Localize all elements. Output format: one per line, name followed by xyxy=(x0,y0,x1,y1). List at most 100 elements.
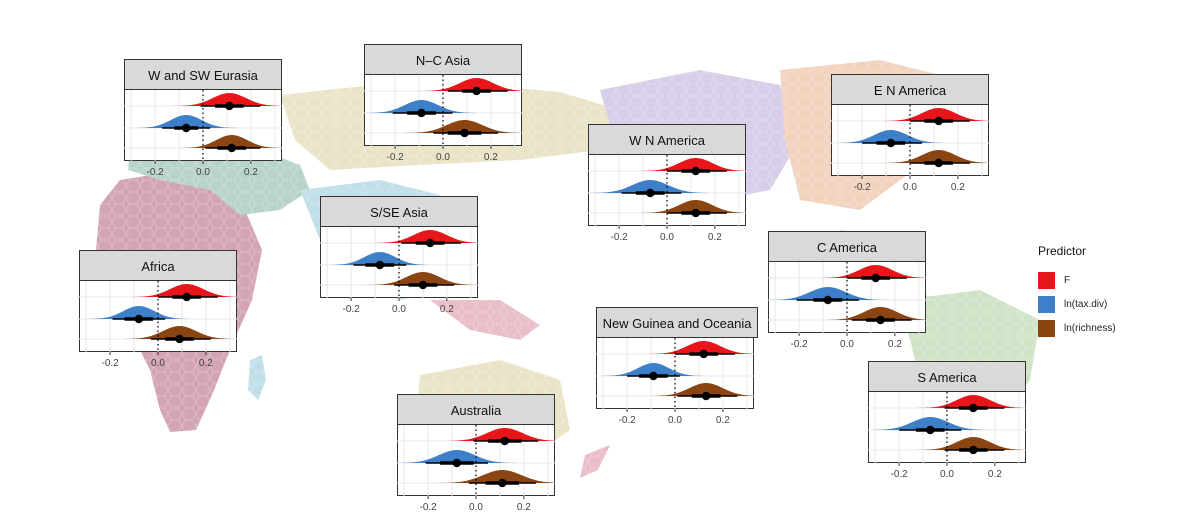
point-f xyxy=(934,116,943,126)
legend-title: Predictor xyxy=(1038,244,1087,258)
panel-title: N–C Asia xyxy=(364,44,522,75)
density-ln-tax-div xyxy=(596,363,754,376)
panel-title: New Guinea and Oceania xyxy=(596,307,758,338)
point-ln-richness xyxy=(969,445,978,455)
panel-title: Australia xyxy=(397,394,555,425)
x-tick-label: 0.2 xyxy=(708,232,722,243)
density-plot: -0.2 0.0 0.2 xyxy=(320,227,478,315)
density-ln-richness xyxy=(397,470,555,483)
density-f xyxy=(588,158,746,171)
x-tick-label: 0.0 xyxy=(940,469,954,480)
density-f xyxy=(831,108,989,121)
density-ln-richness xyxy=(831,150,989,163)
density-plot: -0.2 0.0 0.2 xyxy=(364,75,522,163)
x-tick-label: 0.2 xyxy=(199,358,213,369)
x-tick-label: -0.2 xyxy=(420,502,438,513)
legend-item-f: F xyxy=(1038,268,1116,292)
point-f xyxy=(871,273,880,283)
density-ln-richness xyxy=(768,307,926,320)
x-tick-label: -0.2 xyxy=(619,415,637,426)
point-ln-tax-div xyxy=(886,138,896,148)
x-tick-label: -0.2 xyxy=(891,469,909,480)
x-tick-label: -0.2 xyxy=(147,167,165,178)
point-f xyxy=(699,349,708,359)
point-ln-richness xyxy=(175,334,184,344)
point-ln-richness xyxy=(498,478,507,488)
point-ln-tax-div xyxy=(649,371,658,381)
x-tick-label: 0.0 xyxy=(903,182,917,193)
x-tick-label: 0.2 xyxy=(951,182,965,193)
density-ln-tax-div xyxy=(79,306,237,319)
x-tick-label: 0.2 xyxy=(716,415,730,426)
point-ln-richness xyxy=(691,208,700,218)
density-ln-tax-div xyxy=(364,100,522,113)
density-f xyxy=(320,230,478,243)
x-tick-label: -0.2 xyxy=(854,182,872,193)
panel-title: W and SW Eurasia xyxy=(124,59,282,90)
point-f xyxy=(182,292,191,302)
density-f xyxy=(596,341,754,354)
density-plot: -0.2 0.0 0.2 xyxy=(588,155,746,243)
legend-label-tax-div: ln(tax.div) xyxy=(1064,298,1108,310)
x-tick-label: 0.0 xyxy=(840,339,854,350)
density-f xyxy=(79,284,237,297)
point-ln-richness xyxy=(934,158,943,168)
point-ln-richness xyxy=(701,391,711,401)
point-ln-richness xyxy=(418,280,428,290)
density-plot: -0.2 0.0 0.2 xyxy=(79,281,237,369)
x-tick-label: 0.0 xyxy=(392,304,406,315)
x-tick-label: 0.2 xyxy=(988,469,1002,480)
density-plot: -0.2 0.0 0.2 xyxy=(124,90,282,178)
x-tick-label: 0.0 xyxy=(196,167,210,178)
x-tick-label: 0.2 xyxy=(244,167,258,178)
density-ln-richness xyxy=(868,437,1026,450)
x-tick-label: -0.2 xyxy=(387,152,405,163)
density-plot: -0.2 0.0 0.2 xyxy=(596,338,754,426)
legend-key-tax-div xyxy=(1038,295,1055,313)
panel-title: S America xyxy=(868,361,1026,392)
point-ln-richness xyxy=(876,315,885,325)
point-ln-tax-div xyxy=(646,188,655,198)
legend-label-f: F xyxy=(1064,274,1071,286)
density-f xyxy=(124,93,282,106)
point-f xyxy=(691,166,700,176)
density-f xyxy=(364,78,522,91)
x-tick-label: 0.0 xyxy=(436,152,450,163)
x-tick-label: 0.0 xyxy=(660,232,674,243)
density-f xyxy=(868,395,1026,408)
point-ln-tax-div xyxy=(134,314,144,324)
x-tick-label: 0.2 xyxy=(440,304,454,315)
point-ln-tax-div xyxy=(823,295,833,305)
density-ln-richness xyxy=(79,326,237,339)
panel-title: E N America xyxy=(831,74,989,105)
density-plot: -0.2 0.0 0.2 xyxy=(831,105,989,193)
x-tick-label: -0.2 xyxy=(611,232,629,243)
panel-title: S/SE Asia xyxy=(320,196,478,227)
point-f xyxy=(500,436,509,446)
x-tick-label: 0.0 xyxy=(151,358,165,369)
point-ln-tax-div xyxy=(417,108,426,118)
legend-label-richness: ln(richness) xyxy=(1064,322,1116,334)
panel-title: Africa xyxy=(79,250,237,281)
density-f xyxy=(768,265,926,278)
point-f xyxy=(225,101,234,111)
density-ln-richness xyxy=(124,135,282,148)
x-tick-label: 0.2 xyxy=(484,152,498,163)
legend-key-f xyxy=(1038,271,1055,289)
point-ln-richness xyxy=(227,143,236,153)
density-plot: -0.2 0.0 0.2 xyxy=(768,262,926,350)
density-ln-richness xyxy=(364,120,522,133)
x-tick-label: 0.2 xyxy=(888,339,902,350)
x-tick-label: 0.0 xyxy=(668,415,682,426)
point-f xyxy=(472,86,481,96)
legend-key-richness xyxy=(1038,319,1055,337)
panel-title: W N America xyxy=(588,124,746,155)
x-tick-label: -0.2 xyxy=(791,339,809,350)
x-tick-label: -0.2 xyxy=(343,304,361,315)
point-ln-tax-div xyxy=(452,458,462,468)
density-f xyxy=(397,428,555,441)
x-tick-label: 0.0 xyxy=(469,502,483,513)
legend-item-tax-div: ln(tax.div) xyxy=(1038,292,1116,316)
panel-title: C America xyxy=(768,231,926,262)
density-plot: -0.2 0.0 0.2 xyxy=(397,425,555,513)
